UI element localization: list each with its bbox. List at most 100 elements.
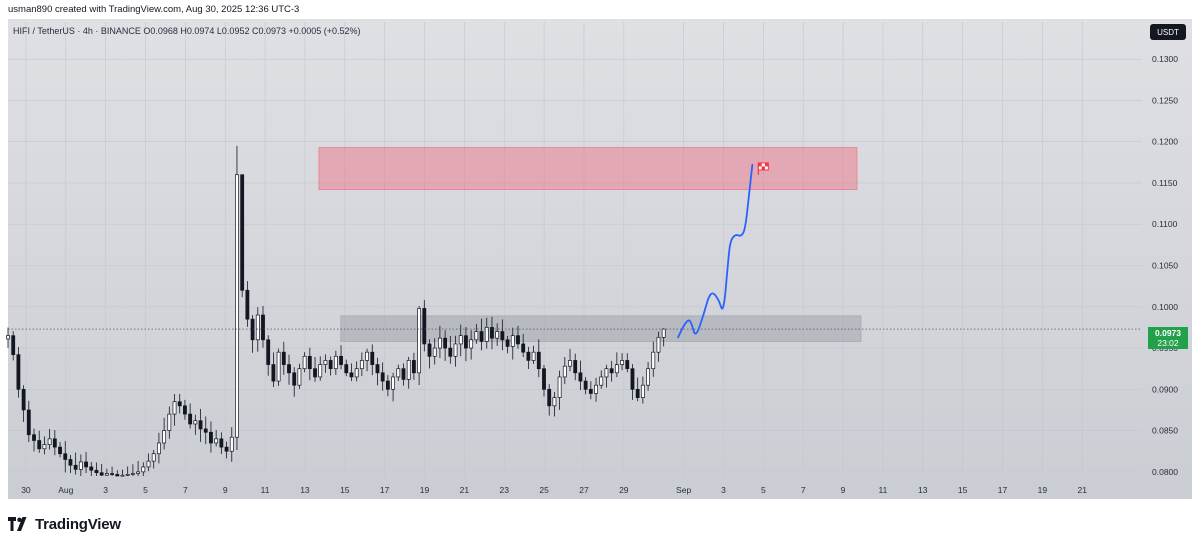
price-tick-label: 0.0850 (1152, 426, 1178, 436)
footer: TradingView (8, 514, 121, 534)
time-tick-label: 11 (878, 485, 887, 495)
bar-countdown: 23:02 (1157, 338, 1179, 348)
price-tick-label: 0.1000 (1152, 302, 1178, 312)
time-tick-label: 5 (761, 485, 766, 495)
candle-body (536, 351, 541, 370)
candle-body (110, 473, 114, 475)
symbol-ohlc-legend: HIFI / TetherUS · 4h · BINANCE O0.0968 H… (13, 26, 361, 36)
candle-body (620, 360, 624, 365)
candle-body (656, 336, 661, 353)
candle-body (297, 368, 302, 386)
candle-body (531, 351, 536, 361)
candle-body (458, 335, 463, 345)
candle-body (526, 351, 531, 361)
candle-body (167, 413, 172, 431)
price-tick-label: 0.1100 (1152, 219, 1178, 229)
currency-button[interactable]: USDT (1150, 24, 1186, 40)
candle-body (349, 372, 354, 378)
candle-body (266, 339, 271, 365)
candle-body (562, 365, 567, 378)
candle-body (443, 337, 448, 349)
candles (6, 145, 666, 477)
candle-body (594, 384, 598, 394)
time-tick-label: 9 (841, 485, 846, 495)
candle-body (141, 466, 146, 473)
candle-body (583, 380, 588, 390)
candle-body (495, 331, 500, 339)
price-tick-label: 0.1200 (1152, 137, 1178, 147)
grid (8, 22, 1142, 476)
time-tick-label: 19 (1038, 485, 1048, 495)
candle-body (427, 343, 432, 357)
candle-body (157, 442, 161, 455)
candle-body (479, 331, 484, 342)
candle-body (6, 335, 10, 340)
author-credit: usman890 created with TradingView.com, A… (8, 4, 300, 15)
candle-body (646, 368, 650, 386)
candle-body (614, 364, 619, 374)
candle-body (604, 368, 609, 378)
target-flag-icon (757, 162, 769, 175)
candle-body (432, 347, 437, 357)
candle-body (339, 355, 343, 365)
projection-path (677, 163, 754, 339)
candle-body (323, 360, 328, 365)
price-axis[interactable]: 0.08000.08500.09000.09500.10000.10500.11… (1152, 54, 1178, 477)
time-tick-label: 30 (21, 485, 31, 495)
candle-body (47, 438, 52, 445)
candle-body (640, 384, 645, 398)
tradingview-logo-icon (8, 517, 27, 531)
candle-body (214, 438, 219, 444)
candle-body (287, 364, 291, 374)
candle-body (500, 331, 505, 341)
last-price-badge: 0.0973 23:02 (1148, 327, 1188, 349)
time-tick-label: 25 (539, 485, 549, 495)
time-tick-label: 29 (619, 485, 629, 495)
candle-body (609, 368, 614, 374)
candle-body (401, 368, 406, 380)
candle-body (16, 354, 21, 390)
candle-body (89, 466, 94, 471)
candle-body (203, 428, 208, 433)
candle-body (183, 405, 187, 415)
time-tick-label: 23 (500, 485, 510, 495)
candle-body (375, 364, 380, 374)
candle-body (370, 351, 375, 365)
candle-body (448, 347, 453, 357)
candle-body (302, 355, 307, 370)
candle-body (198, 420, 203, 430)
candle-body (453, 343, 458, 357)
tradingview-brand: TradingView (35, 515, 121, 533)
candle-body (588, 388, 593, 394)
candle-body (557, 376, 562, 398)
candle-body (651, 351, 656, 370)
price-tick-label: 0.0800 (1152, 467, 1178, 477)
candle-body (240, 174, 245, 291)
chart-area[interactable] (8, 19, 1192, 499)
candle-body (578, 372, 583, 382)
candle-body (464, 335, 468, 349)
candle-body (344, 364, 349, 374)
time-tick-label: 9 (223, 485, 228, 495)
candle-body (52, 438, 57, 448)
candle-body (58, 446, 62, 455)
candle-body (11, 335, 16, 356)
candle-body (385, 380, 390, 390)
candle-body (547, 388, 552, 407)
candle-body (172, 401, 177, 415)
candle-body (209, 431, 213, 444)
support-zone (340, 315, 862, 342)
candle-body (68, 459, 73, 466)
candle-body (510, 335, 515, 347)
price-tick-label: 0.1300 (1152, 54, 1178, 64)
time-tick-label: 13 (300, 485, 310, 495)
candle-body (146, 460, 151, 468)
time-tick-label: 21 (460, 485, 470, 495)
price-tick-label: 0.1250 (1152, 95, 1178, 105)
candle-body (26, 409, 31, 436)
candle-body (261, 314, 265, 341)
time-axis[interactable]: 30 Aug 3 5 7 9 11 13 15 17 19 21 23 25 27 29 Sep 3 5 7 9 11 13… (21, 485, 1087, 495)
candle-body (625, 360, 630, 370)
candle-body (411, 360, 416, 374)
